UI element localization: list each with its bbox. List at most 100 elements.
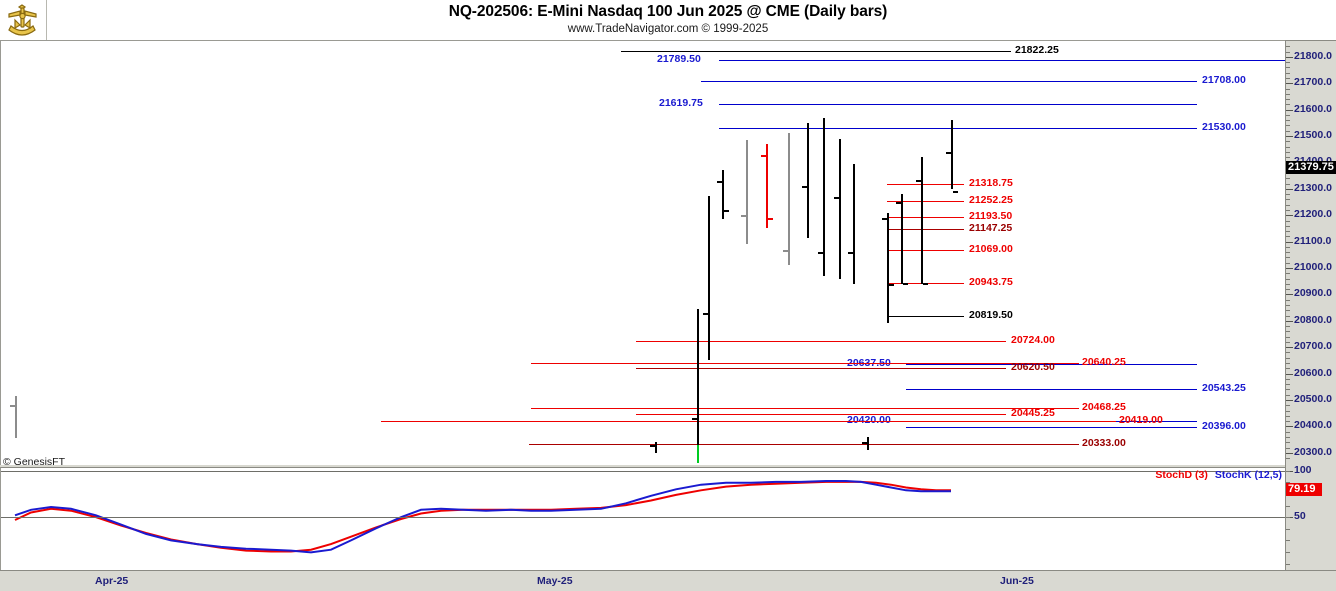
price-level-line[interactable]: [529, 444, 1079, 446]
ohlc-bar[interactable]: [807, 123, 809, 238]
stochastic-line-k: [14, 480, 951, 554]
axis-major-tick: [1286, 136, 1293, 138]
price-level-line[interactable]: [887, 315, 964, 317]
ohlc-open-tick: [848, 252, 853, 255]
price-level-label: 20620.50: [1011, 361, 1055, 374]
ohlc-close-tick: [953, 191, 958, 194]
price-level-label: 20724.00: [1011, 333, 1055, 346]
axis-major-tick: [1286, 241, 1293, 243]
app-logo-container[interactable]: [0, 0, 47, 41]
axis-minor-tick: [1286, 368, 1290, 370]
ohlc-bar[interactable]: [823, 117, 825, 276]
ohlc-close-tick: [889, 283, 894, 286]
axis-minor-tick: [1286, 88, 1290, 90]
ohlc-bar[interactable]: [697, 308, 699, 463]
ohlc-bar[interactable]: [788, 133, 790, 266]
ohlc-bar[interactable]: [697, 444, 699, 463]
axis-price-label: 20400.0: [1294, 419, 1332, 432]
axis-price-label: 20600.0: [1294, 366, 1332, 379]
price-level-line[interactable]: [621, 50, 1011, 52]
price-level-label: 20943.75: [969, 275, 1013, 288]
price-level-line[interactable]: [719, 104, 1197, 106]
ohlc-open-tick: [783, 249, 788, 252]
price-level-line[interactable]: [531, 408, 1079, 410]
ohlc-open-tick: [818, 252, 823, 255]
price-level-line[interactable]: [636, 414, 1006, 416]
axis-major-tick: [1286, 188, 1293, 190]
axis-minor-tick: [1286, 315, 1290, 317]
price-level-line[interactable]: [636, 340, 1006, 342]
axis-minor-tick: [1286, 157, 1290, 159]
date-axis[interactable]: Apr-25 May-25 Jun-25: [0, 570, 1336, 591]
ohlc-bar[interactable]: [766, 143, 768, 229]
axis-major-tick: [1286, 83, 1293, 85]
axis-minor-tick: [1286, 384, 1290, 386]
axis-minor-tick: [1286, 130, 1290, 132]
price-level-line[interactable]: [887, 201, 964, 203]
axis-major-tick: [1286, 56, 1293, 58]
price-level-line[interactable]: [531, 362, 1079, 364]
stochastic-axis-label: 50: [1294, 510, 1306, 523]
ohlc-open-tick: [703, 312, 708, 315]
price-axis[interactable]: 21800.021700.021600.021500.021400.021300…: [1285, 40, 1336, 571]
ohlc-bar[interactable]: [921, 157, 923, 284]
chart-subtitle: www.TradeNavigator.com © 1999-2025: [567, 23, 769, 35]
price-level-line[interactable]: [719, 59, 1286, 61]
ohlc-bar[interactable]: [722, 169, 724, 219]
price-level-line[interactable]: [636, 368, 1006, 370]
price-chart-pane[interactable]: 21822.25 21789.50 21708.00 21619.75 21530.00…: [0, 40, 1286, 466]
ohlc-bar[interactable]: [746, 139, 748, 245]
price-level-label: 20396.00: [1202, 420, 1246, 433]
stochastic-axis-minor-tick: [1286, 563, 1290, 565]
price-level-line[interactable]: [887, 183, 964, 185]
page-title: NQ-202506: E-Mini Nasdaq 100 Jun 2025 @ …: [448, 3, 888, 20]
pane-splitter[interactable]: [0, 465, 1285, 467]
axis-minor-tick: [1286, 336, 1290, 338]
price-level-line[interactable]: [887, 216, 964, 218]
price-level-line[interactable]: [906, 363, 1197, 365]
ohlc-open-tick: [10, 405, 15, 408]
price-level-label: 21619.75: [659, 97, 703, 110]
price-level-label: 21252.25: [969, 194, 1013, 207]
price-level-line[interactable]: [906, 388, 1197, 390]
stochd-legend-label: StochD (3): [1155, 469, 1208, 481]
ohlc-bar[interactable]: [853, 163, 855, 284]
axis-minor-tick: [1286, 209, 1290, 211]
axis-price-label: 20500.0: [1294, 393, 1332, 405]
axis-major-tick: [1286, 426, 1293, 428]
price-level-line[interactable]: [701, 81, 1197, 83]
current-price-tag: 21379.75: [1286, 160, 1336, 174]
ohlc-bar[interactable]: [867, 436, 869, 451]
axis-minor-tick: [1286, 415, 1290, 417]
axis-minor-tick: [1286, 394, 1290, 396]
axis-minor-tick: [1286, 389, 1290, 391]
ohlc-bar[interactable]: [655, 441, 657, 453]
stochastic-legend: StochD (3) StochK (12,5): [1155, 469, 1282, 481]
axis-minor-tick: [1286, 151, 1290, 153]
stochastic-gridline: [1, 517, 1286, 519]
price-level-label: 20419.00: [1119, 414, 1163, 427]
ohlc-bar[interactable]: [951, 120, 953, 189]
axis-minor-tick: [1286, 278, 1290, 280]
ohlc-close-tick: [903, 282, 908, 285]
price-level-label: 21318.75: [969, 176, 1013, 189]
ohlc-bar[interactable]: [15, 395, 17, 439]
axis-minor-tick: [1286, 104, 1290, 106]
price-level-label: 21530.00: [1202, 121, 1246, 134]
ohlc-bar[interactable]: [839, 138, 841, 279]
ohlc-bar[interactable]: [708, 196, 710, 361]
price-level-line[interactable]: [381, 421, 1116, 423]
axis-minor-tick: [1286, 231, 1290, 233]
stochastic-axis-minor-tick: [1286, 505, 1290, 507]
stochastic-axis-minor-tick: [1286, 470, 1290, 472]
ohlc-bar[interactable]: [887, 212, 889, 324]
price-level-label: 20640.25: [1082, 355, 1126, 368]
axis-minor-tick: [1286, 77, 1290, 79]
price-level-line[interactable]: [887, 249, 964, 251]
stochastic-indicator-pane[interactable]: StochD (3) StochK (12,5): [0, 467, 1286, 571]
axis-minor-tick: [1286, 257, 1290, 259]
price-level-line[interactable]: [906, 427, 1197, 429]
price-level-line[interactable]: [719, 128, 1197, 130]
ohlc-bar[interactable]: [901, 194, 903, 284]
price-level-line[interactable]: [887, 229, 964, 231]
